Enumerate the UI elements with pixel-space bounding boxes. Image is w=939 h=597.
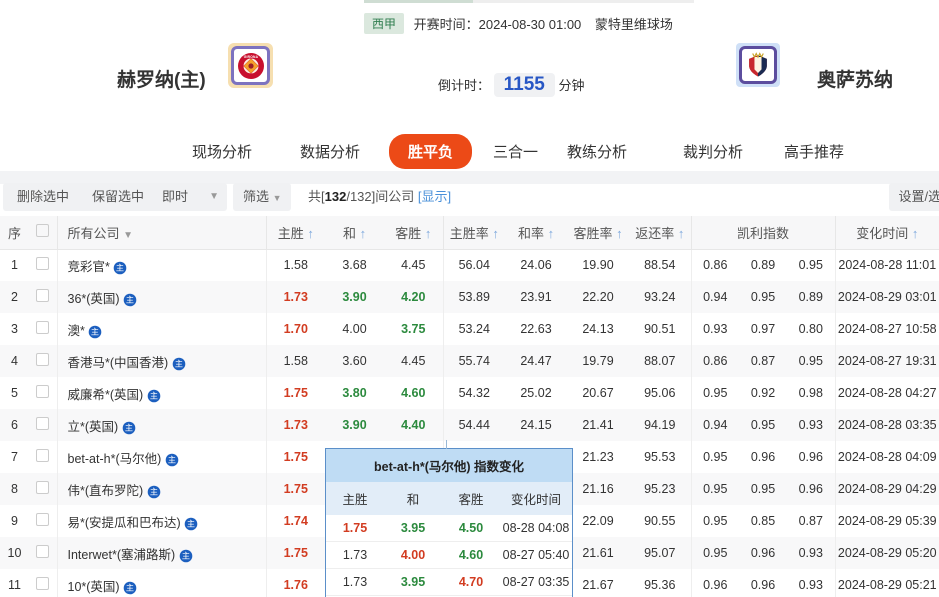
- svg-text:GIRONA: GIRONA: [243, 55, 258, 59]
